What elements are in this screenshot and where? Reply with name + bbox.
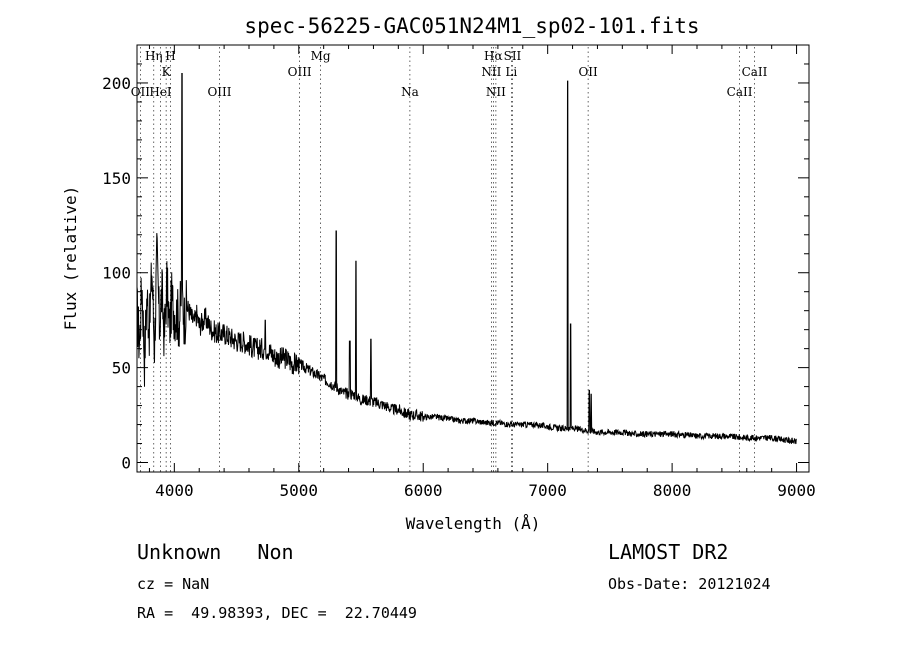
x-tick-label: 6000 <box>404 481 443 500</box>
spectral-line-label: Mg <box>311 49 331 63</box>
y-tick-label: 150 <box>102 169 131 188</box>
spectral-line-label: Na <box>401 85 419 99</box>
y-tick-label: 100 <box>102 264 131 283</box>
spectral-line-label: NII <box>481 65 501 79</box>
x-tick-label: 9000 <box>777 481 816 500</box>
x-tick-label: 8000 <box>653 481 692 500</box>
axis-ticks: 4000 5000 6000 7000 8000 9000 0 50 100 150 200 <box>102 45 816 500</box>
spectral-line-label: OII <box>578 65 598 79</box>
y-tick-label: 0 <box>121 454 131 473</box>
x-axis-label: Wavelength (Å) <box>406 514 541 533</box>
spectral-line-label: OIII <box>207 85 231 99</box>
spectral-line-label: Hη <box>145 49 163 63</box>
redshift-text: cz = NaN <box>137 575 210 593</box>
obs-date: Obs-Date: 20121024 <box>608 575 771 593</box>
chart-title: spec-56225-GAC051N24M1_sp02-101.fits <box>244 14 699 38</box>
spectral-line-label: Li <box>505 65 517 79</box>
coordinates-text: RA = 49.98393, DEC = 22.70449 <box>137 604 417 622</box>
spectral-line-label: CaII <box>742 65 768 79</box>
spectral-line-label: OII <box>131 85 151 99</box>
survey-name: LAMOST DR2 <box>608 540 729 564</box>
spectral-line-markers: OII Hη HeI KH OIII OIII Mg Na Hα NII NII Li OII SII Ca… <box>131 47 768 472</box>
y-tick-label: 200 <box>102 74 131 93</box>
spectral-line-label: Hα <box>484 49 503 63</box>
spectral-line-label: SII <box>504 49 522 63</box>
spectral-line-label: NII <box>486 85 506 99</box>
spectral-line-label: K <box>162 65 172 79</box>
spectral-line-label: HeI <box>149 85 172 99</box>
y-tick-label: 50 <box>112 359 131 378</box>
classification-text: Unknown Non <box>137 540 294 564</box>
spectrum-series <box>136 73 797 445</box>
spectral-line-label: CaII <box>727 85 753 99</box>
x-tick-label: 7000 <box>528 481 567 500</box>
y-axis-label: Flux (relative) <box>61 186 80 331</box>
spectral-line-label: OIII <box>288 65 312 79</box>
x-tick-label: 4000 <box>155 481 194 500</box>
spectrum-line <box>136 73 797 445</box>
spectral-line-label: H <box>165 49 175 63</box>
plot-frame <box>136 44 810 473</box>
x-tick-label: 5000 <box>280 481 319 500</box>
